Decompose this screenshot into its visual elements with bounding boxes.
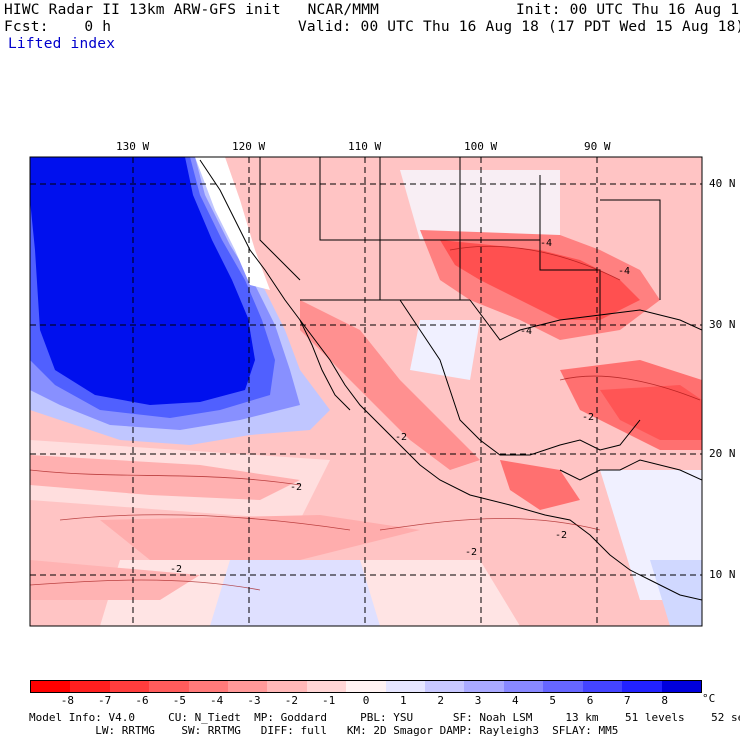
colorbar-tick-label: -8 bbox=[60, 694, 74, 707]
contour-label: -4 bbox=[540, 238, 552, 249]
lat-label-20n: 20 N bbox=[709, 447, 736, 460]
colorbar-swatch bbox=[464, 681, 504, 692]
contour-label: -2 bbox=[582, 412, 594, 423]
colorbar-swatch bbox=[543, 681, 583, 692]
colorbar-swatch bbox=[228, 681, 268, 692]
lon-label-120w: 120 W bbox=[232, 140, 266, 153]
colorbar bbox=[30, 680, 702, 693]
valid-time: Valid: 00 UTC Thu 16 Aug 18 (17 PDT Wed … bbox=[298, 19, 740, 35]
colorbar-tick-label: 7 bbox=[624, 694, 631, 707]
lon-label-110w: 110 W bbox=[348, 140, 382, 153]
colorbar-tick-label: -7 bbox=[98, 694, 112, 707]
lon-label-100w: 100 W bbox=[464, 140, 498, 153]
colorbar-tick-label: -3 bbox=[247, 694, 261, 707]
colorbar-tick-label: -6 bbox=[135, 694, 149, 707]
colorbar-swatch bbox=[582, 681, 623, 692]
colorbar-swatch bbox=[661, 681, 701, 692]
title-line: HIWC Radar II 13km ARW-GFS init NCAR/MMM bbox=[4, 2, 380, 18]
init-time: Init: 00 UTC Thu 16 Aug 18 bbox=[516, 2, 740, 18]
colorbar-swatch bbox=[385, 681, 426, 692]
model-info-line2: LW: RRTMG SW: RRTMG DIFF: full KM: 2D Sm… bbox=[29, 724, 619, 737]
colorbar-swatch bbox=[149, 681, 189, 692]
colorbar-tick-label: -4 bbox=[210, 694, 224, 707]
colorbar-tick-label: 2 bbox=[437, 694, 444, 707]
colorbar-tick-label: -5 bbox=[172, 694, 186, 707]
colorbar-tick-label: 1 bbox=[400, 694, 407, 707]
colorbar-swatch bbox=[70, 681, 110, 692]
colorbar-tick-label: 3 bbox=[474, 694, 482, 707]
lat-label-30n: 30 N bbox=[709, 318, 736, 331]
colorbar-swatch bbox=[109, 681, 150, 692]
lat-label-40n: 40 N bbox=[709, 177, 736, 190]
contour-label: -4 bbox=[618, 266, 630, 277]
colorbar-unit: °C bbox=[702, 692, 716, 705]
colorbar-tick-label: -2 bbox=[284, 694, 298, 707]
colorbar-tick-label: 8 bbox=[661, 694, 668, 707]
lon-label-130w: 130 W bbox=[116, 140, 150, 153]
colorbar-swatch bbox=[503, 681, 544, 692]
contour-label: -2 bbox=[290, 482, 302, 493]
contour-label: -2 bbox=[170, 564, 182, 575]
lat-label-10n: 10 N bbox=[709, 568, 736, 581]
colorbar-swatch bbox=[31, 681, 71, 692]
contour-label: -2 bbox=[555, 530, 567, 541]
colorbar-tick-label: -1 bbox=[322, 694, 336, 707]
colorbar-swatch bbox=[267, 681, 307, 692]
colorbar-tick-label: 5 bbox=[549, 694, 556, 707]
contour-label: -2 bbox=[465, 547, 477, 558]
colorbar-swatch bbox=[346, 681, 386, 692]
colorbar-swatch bbox=[306, 681, 347, 692]
colorbar-swatch bbox=[425, 681, 465, 692]
contour-label: -2 bbox=[395, 432, 407, 443]
contour-label: -4 bbox=[520, 326, 532, 337]
colorbar-swatch bbox=[622, 681, 662, 692]
lon-label-90w: 90 W bbox=[584, 140, 611, 153]
colorbar-swatch bbox=[188, 681, 229, 692]
colorbar-tick-label: 6 bbox=[586, 694, 594, 707]
colorbar-tick-label: 0 bbox=[362, 694, 370, 707]
model-info-line1: Model Info: V4.0 CU: N_Tiedt MP: Goddard… bbox=[29, 711, 740, 724]
colorbar-tick-label: 4 bbox=[512, 694, 519, 707]
forecast-hour: Fcst: 0 h bbox=[4, 19, 112, 35]
field-name: Lifted index bbox=[8, 36, 116, 52]
